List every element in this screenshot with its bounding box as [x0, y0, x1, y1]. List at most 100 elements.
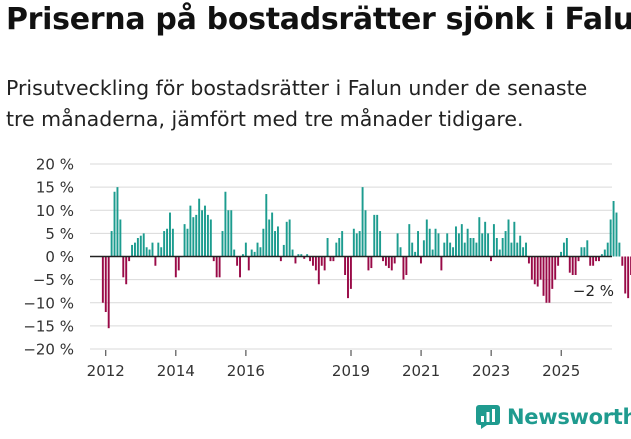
bar	[440, 256, 443, 271]
bar	[259, 247, 262, 257]
bar	[379, 231, 382, 257]
bar	[320, 256, 323, 266]
bar	[609, 219, 612, 257]
bar	[399, 247, 402, 257]
bar	[498, 249, 501, 257]
bar	[583, 247, 586, 257]
bar	[312, 256, 314, 266]
bar	[475, 242, 478, 257]
bar	[247, 256, 250, 271]
bar	[428, 228, 431, 257]
bar	[128, 256, 131, 262]
bar	[195, 214, 198, 257]
bar	[265, 194, 268, 257]
bar	[621, 256, 624, 266]
bar	[186, 228, 189, 257]
bar	[271, 212, 274, 257]
y-tick-label: 15 %	[36, 179, 74, 197]
bar	[209, 219, 212, 257]
bar	[431, 249, 434, 257]
bar	[562, 242, 565, 257]
bar	[189, 205, 192, 257]
x-tick-label: 2019	[332, 362, 370, 380]
bar	[125, 256, 128, 285]
bar	[457, 233, 460, 257]
brand-name: Newsworthy	[507, 405, 631, 429]
bar	[490, 256, 492, 262]
page-title: Priserna på bostadsrätter sjönk i Falun	[6, 2, 631, 37]
y-tick-label: −15 %	[23, 317, 74, 335]
x-tick-label: 2016	[227, 362, 265, 380]
bar	[603, 249, 606, 257]
bar	[466, 228, 469, 257]
bar	[484, 221, 487, 257]
bar	[294, 256, 297, 264]
bar	[516, 242, 519, 257]
bar	[542, 256, 545, 296]
bar	[460, 224, 463, 257]
bar	[122, 256, 125, 278]
bar	[419, 256, 422, 264]
bar	[198, 198, 201, 257]
bar	[239, 256, 241, 278]
bar	[446, 233, 449, 257]
bar	[615, 212, 618, 257]
bar	[148, 249, 151, 257]
bar	[347, 256, 349, 299]
bar	[107, 256, 110, 329]
bar	[279, 256, 282, 262]
bar	[364, 210, 367, 257]
bar	[101, 256, 104, 303]
bar	[317, 256, 320, 285]
bar	[332, 256, 335, 262]
bar	[507, 219, 510, 257]
bar	[160, 247, 163, 257]
bars	[101, 187, 631, 329]
bar	[349, 256, 352, 289]
x-tick-label: 2021	[402, 362, 440, 380]
bar	[221, 231, 224, 257]
bar	[326, 238, 329, 257]
bar	[335, 242, 338, 257]
x-axis: 2012 2014 2016 2019 2021 2023 2025	[87, 350, 580, 380]
bar	[449, 242, 452, 257]
bar	[408, 224, 411, 257]
annotations: −2 %	[573, 282, 614, 300]
bar	[171, 228, 174, 257]
bar	[624, 256, 627, 294]
bar	[241, 254, 244, 257]
y-tick-label: 0 %	[45, 248, 74, 266]
bar	[192, 217, 195, 257]
bar	[224, 191, 227, 257]
bar	[554, 256, 557, 280]
bar	[595, 256, 598, 262]
bar	[565, 238, 568, 257]
bar	[136, 238, 139, 257]
y-tick-label: −5 %	[33, 271, 74, 289]
bar	[627, 256, 630, 299]
bar	[174, 256, 177, 278]
x-tick-label: 2014	[157, 362, 195, 380]
x-tick-label: 2012	[87, 362, 125, 380]
bar	[376, 214, 379, 257]
bar	[548, 256, 551, 303]
bar	[212, 256, 215, 262]
bar	[598, 256, 600, 262]
bar	[183, 224, 186, 257]
bar	[344, 256, 347, 275]
bar	[329, 256, 332, 262]
x-tick-label: 2023	[472, 362, 510, 380]
y-tick-label: 20 %	[36, 156, 74, 174]
bar	[481, 233, 484, 257]
bar	[405, 256, 408, 275]
bar	[253, 251, 256, 257]
bar	[522, 247, 525, 257]
bar	[384, 256, 387, 266]
bar	[358, 231, 361, 257]
bar	[577, 256, 580, 262]
bar	[306, 254, 309, 257]
bar	[411, 242, 414, 257]
bar	[250, 249, 253, 257]
bar	[396, 233, 399, 257]
